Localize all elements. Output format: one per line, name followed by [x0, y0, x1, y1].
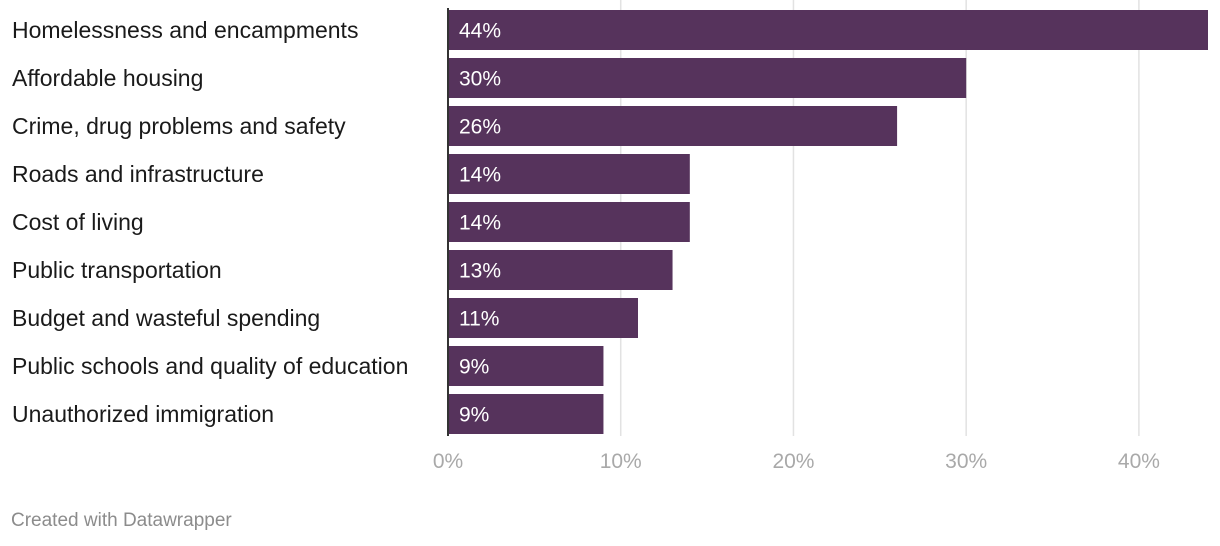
category-label: Affordable housing: [12, 65, 203, 91]
x-tick-label: 30%: [945, 450, 987, 473]
bar-value-label: 14%: [459, 212, 501, 235]
category-label: Crime, drug problems and safety: [12, 113, 346, 139]
bar-value-label: 14%: [459, 164, 501, 187]
bar: [448, 250, 673, 290]
bar-value-label: 11%: [459, 308, 499, 331]
bar: [448, 58, 967, 98]
category-label: Public transportation: [12, 257, 222, 283]
x-tick-label: 0%: [433, 450, 463, 473]
category-label: Roads and infrastructure: [12, 161, 264, 187]
bar: [448, 10, 1208, 50]
bar: [448, 346, 604, 386]
bar: [448, 154, 690, 194]
x-tick-label: 40%: [1118, 450, 1160, 473]
bar-value-label: 13%: [459, 260, 501, 283]
bar-value-label: 30%: [459, 68, 501, 91]
bar: [448, 298, 638, 338]
footer-credit: Created with Datawrapper: [11, 510, 232, 531]
x-tick-label: 20%: [772, 450, 814, 473]
bar: [448, 106, 898, 146]
category-label: Budget and wasteful spending: [12, 305, 320, 331]
bars: 44% 30% 26% 14% 14% 13% 11% 9% 9%: [448, 10, 1208, 434]
x-axis-tick-labels: 0% 10% 20% 30% 40%: [433, 450, 1160, 473]
bar-value-label: 9%: [459, 404, 489, 427]
bar: [448, 394, 604, 434]
bar-value-label: 26%: [459, 116, 501, 139]
category-label: Cost of living: [12, 209, 144, 235]
bar-value-label: 9%: [459, 356, 489, 379]
bar-value-label: 44%: [459, 20, 501, 43]
category-label: Public schools and quality of education: [12, 353, 408, 379]
category-labels: Homelessness and encampments Affordable h…: [12, 17, 408, 427]
bar: [448, 202, 690, 242]
category-label: Homelessness and encampments: [12, 17, 358, 43]
x-tick-label: 10%: [600, 450, 642, 473]
category-label: Unauthorized immigration: [12, 401, 274, 427]
